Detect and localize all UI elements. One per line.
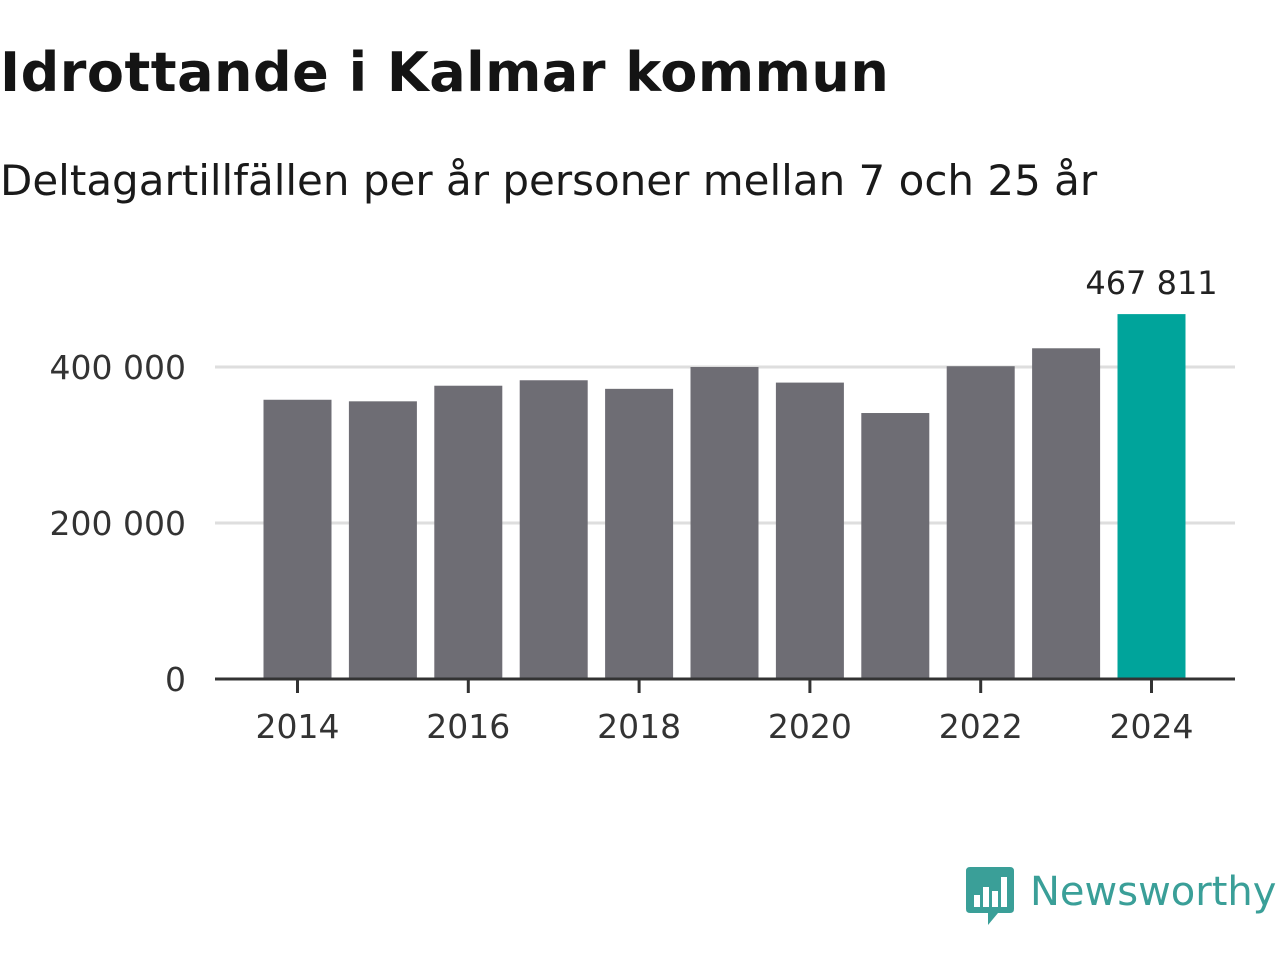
chart-subtitle: Deltagartillfällen per år personer mella… — [0, 156, 1098, 205]
brand-logo: Newsworthy — [964, 864, 1276, 928]
bar-value-label: 467 811 — [1085, 264, 1217, 302]
brand-name: Newsworthy — [1030, 869, 1277, 915]
bar-2017 — [519, 380, 588, 679]
y-tick-label: 200 000 — [50, 504, 186, 543]
x-tick-label: 2022 — [939, 707, 1023, 746]
axes — [215, 677, 1235, 693]
x-tick-label: 2024 — [1110, 707, 1194, 746]
bar-2023 — [1032, 348, 1101, 679]
labels: 0 200 000 400 000 467 811 2014 2016 2018 2020 20… — [50, 264, 1218, 746]
bars — [263, 314, 1186, 679]
bar-2019 — [690, 367, 759, 679]
bar-2024 — [1117, 314, 1186, 679]
bar-2016 — [434, 385, 503, 679]
bar-2020 — [775, 382, 844, 679]
bar-2022 — [946, 366, 1015, 679]
bar-2015 — [348, 401, 417, 679]
x-tick-label: 2016 — [426, 707, 510, 746]
x-tick-label: 2018 — [597, 707, 681, 746]
bar-2018 — [605, 388, 674, 679]
chart-title: Idrottande i Kalmar kommun — [0, 41, 890, 104]
x-tick-label: 2014 — [256, 707, 340, 746]
x-tick-label: 2020 — [768, 707, 852, 746]
bar-2014 — [263, 399, 332, 679]
y-tick-label: 0 — [165, 660, 186, 699]
bar-2021 — [861, 413, 930, 679]
newsworthy-logo-icon — [966, 867, 1014, 925]
y-tick-label: 400 000 — [50, 348, 186, 387]
